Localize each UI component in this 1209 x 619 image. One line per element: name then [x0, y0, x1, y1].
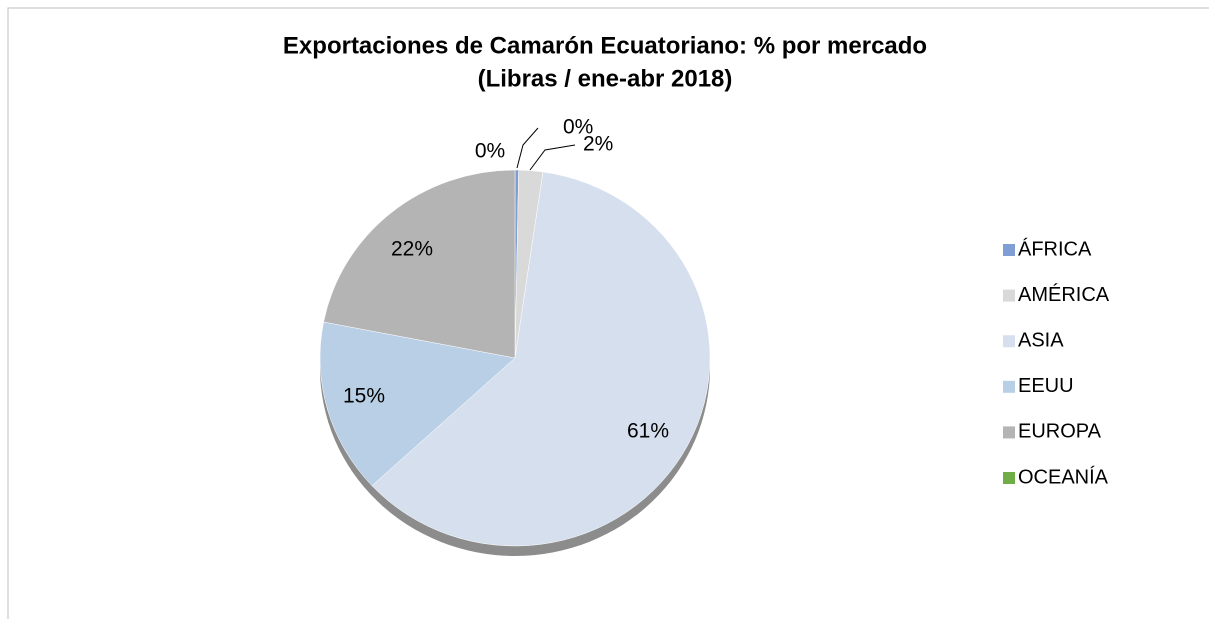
pie-slice [319, 321, 516, 487]
data-label: 0% [563, 116, 593, 139]
legend-label: EEUU [1018, 375, 1074, 397]
legend-swatch [1003, 289, 1015, 302]
legend-swatch [1003, 472, 1015, 484]
leader-line [529, 144, 576, 171]
chart-subtitle: (Libras / ene-abr 2018) [478, 65, 733, 92]
data-label: 2% [583, 133, 613, 156]
legend-label: ÁFRICA [1018, 237, 1092, 260]
legend-swatch [1003, 426, 1015, 439]
data-label: 15% [343, 385, 385, 408]
data-label: 61% [627, 420, 669, 443]
leader-line [516, 127, 539, 169]
pie-slice [371, 171, 711, 547]
legend-swatch [1003, 380, 1015, 393]
legend-swatch [1003, 335, 1015, 348]
legend-swatch [1003, 244, 1015, 256]
chart-frame [7, 7, 1209, 619]
data-label: 0% [475, 140, 505, 163]
legend-label: AMÉRICA [1018, 283, 1110, 306]
legend-label: ASIA [1018, 329, 1064, 351]
legend-label: OCEANÍA [1018, 465, 1109, 488]
chart-title: Exportaciones de Camarón Ecuatoriano: % … [283, 32, 927, 59]
data-label: 22% [391, 238, 433, 261]
pie-slice [323, 169, 516, 359]
legend-label: EUROPA [1018, 421, 1102, 443]
